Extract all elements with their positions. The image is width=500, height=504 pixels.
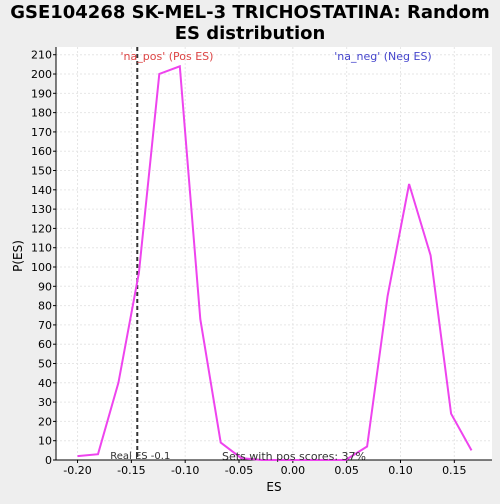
y-axis-label: P(ES) bbox=[11, 240, 25, 272]
y-tick-label: 60 bbox=[38, 338, 52, 351]
annotation-pos-es: 'na_pos' (Pos ES) bbox=[121, 50, 214, 63]
annotation-pos-score-share: Sets with pos scores: 37% bbox=[222, 450, 366, 463]
y-tick-label: 10 bbox=[38, 435, 52, 448]
x-tick-label: -0.15 bbox=[117, 464, 145, 477]
y-tick-label: 150 bbox=[31, 165, 52, 178]
data-point bbox=[76, 455, 79, 458]
real-es-label: Real ES -0.1 bbox=[110, 451, 170, 462]
data-point bbox=[470, 449, 473, 452]
y-tick-label: 20 bbox=[38, 415, 52, 428]
y-tick-label: 40 bbox=[38, 377, 52, 390]
x-tick-label: 0.05 bbox=[334, 464, 359, 477]
grid-lines bbox=[56, 47, 492, 460]
x-tick-label: -0.10 bbox=[171, 464, 199, 477]
x-tick-label: -0.05 bbox=[225, 464, 253, 477]
y-tick-label: 200 bbox=[31, 68, 52, 81]
y-tick-label: 210 bbox=[31, 49, 52, 62]
plot-area bbox=[56, 47, 492, 460]
x-axis-ticks: -0.20 -0.15 -0.10 -0.05 0.00 0.05 0.10 0.15 bbox=[63, 460, 467, 477]
data-point bbox=[386, 294, 389, 297]
y-tick-label: 80 bbox=[38, 300, 52, 313]
chart-title-line-2: ES distribution bbox=[175, 23, 326, 44]
y-tick-label: 130 bbox=[31, 203, 52, 216]
data-point bbox=[199, 318, 202, 321]
data-point bbox=[450, 412, 453, 415]
y-axis-ticks: 0 10 20 30 40 50 60 70 80 90 100 110 120 130 140 150 160… bbox=[31, 49, 56, 467]
y-tick-label: 90 bbox=[38, 280, 52, 293]
y-tick-label: 140 bbox=[31, 184, 52, 197]
x-tick-label: -0.20 bbox=[63, 464, 91, 477]
y-tick-label: 30 bbox=[38, 396, 52, 409]
y-tick-label: 100 bbox=[31, 261, 52, 274]
x-tick-label: 0.10 bbox=[388, 464, 413, 477]
y-tick-label: 70 bbox=[38, 319, 52, 332]
data-point bbox=[158, 73, 161, 76]
x-tick-label: 0.15 bbox=[442, 464, 467, 477]
chart-title-line-1: GSE104268 SK-MEL-3 TRICHOSTATINA: Random bbox=[10, 2, 490, 23]
y-tick-label: 180 bbox=[31, 107, 52, 120]
data-point bbox=[96, 453, 99, 456]
data-point bbox=[366, 445, 369, 448]
series-layer bbox=[76, 64, 473, 461]
y-tick-label: 110 bbox=[31, 242, 52, 255]
data-point bbox=[408, 183, 411, 186]
y-tick-label: 0 bbox=[45, 454, 52, 467]
y-tick-label: 170 bbox=[31, 126, 52, 139]
data-point bbox=[219, 441, 222, 444]
x-tick-label: 0.00 bbox=[281, 464, 306, 477]
y-tick-label: 50 bbox=[38, 358, 52, 371]
data-point bbox=[117, 381, 120, 384]
y-tick-label: 120 bbox=[31, 222, 52, 235]
data-point bbox=[137, 271, 140, 274]
es-distribution-line bbox=[77, 64, 473, 461]
data-point bbox=[429, 254, 432, 257]
y-tick-label: 190 bbox=[31, 87, 52, 100]
real-es-marker: Real ES -0.1 bbox=[110, 47, 170, 462]
x-axis-label: ES bbox=[266, 480, 281, 494]
annotation-neg-es: 'na_neg' (Neg ES) bbox=[334, 50, 431, 63]
data-point bbox=[178, 65, 181, 68]
y-tick-label: 160 bbox=[31, 145, 52, 158]
